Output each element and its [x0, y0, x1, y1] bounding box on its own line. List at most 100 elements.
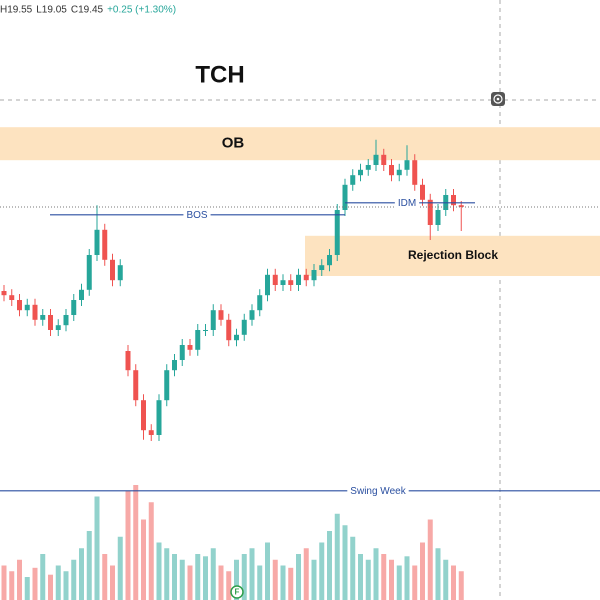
- candle-body: [412, 160, 418, 185]
- volume-bar: [172, 554, 177, 600]
- volume-bar: [117, 536, 123, 600]
- candle-body: [71, 300, 77, 315]
- volume-bar: [358, 554, 363, 600]
- candle-body: [102, 229, 108, 260]
- volume-bar: [241, 554, 247, 600]
- volume-bar: [427, 519, 433, 600]
- candle-body: [79, 289, 84, 300]
- volume-bar: [458, 571, 464, 600]
- volume-bar: [17, 559, 22, 600]
- candle-body: [1, 291, 7, 296]
- candle-body: [249, 310, 255, 320]
- volume-bar: [203, 556, 208, 600]
- candle-body: [458, 205, 464, 207]
- candle-body: [311, 270, 317, 281]
- volume-bar: [195, 554, 201, 600]
- volume-bar: [257, 565, 263, 600]
- volume-bar: [86, 531, 92, 600]
- volume-bar: [102, 554, 108, 600]
- volume-bar: [164, 548, 170, 600]
- volume-bar: [265, 542, 270, 600]
- volume-bar: [303, 548, 309, 600]
- volume-bar: [319, 542, 325, 600]
- level-label-bg: [394, 196, 420, 209]
- volume-bar: [296, 554, 301, 600]
- volume-bar: [373, 548, 379, 600]
- volume-bar: [249, 548, 255, 600]
- candle-body: [334, 210, 340, 255]
- candle-body: [373, 154, 379, 165]
- crosshair-button[interactable]: [491, 92, 505, 106]
- volume-bar: [412, 565, 418, 600]
- candle-body: [125, 351, 131, 371]
- level-label-bg: [183, 208, 211, 221]
- volume-bar: [311, 559, 317, 600]
- candle-body: [117, 265, 123, 281]
- volume-bar: [381, 554, 387, 600]
- candle-body: [40, 315, 46, 320]
- volume-bar: [9, 571, 15, 600]
- candle-body: [257, 295, 263, 311]
- volume-bar: [272, 559, 278, 600]
- level-label: BOS: [186, 210, 207, 221]
- volume-bar: [48, 574, 53, 600]
- volume-bar: [451, 565, 456, 600]
- zone-label: Rejection Block: [408, 248, 498, 262]
- volume-bar: [218, 565, 224, 600]
- candle-body: [210, 310, 216, 330]
- ohlc-header: H19.55: [0, 5, 33, 16]
- candle-body: [396, 169, 402, 176]
- volume-bar: [334, 513, 340, 600]
- candle-body: [63, 315, 69, 326]
- volume-bar: [280, 565, 286, 600]
- event-marker: F: [235, 588, 240, 597]
- candle-body: [94, 229, 100, 255]
- candle-body: [420, 184, 425, 200]
- level-label: IDM: [398, 198, 416, 209]
- candle-body: [272, 274, 278, 285]
- event-marker-icon[interactable]: [230, 585, 244, 599]
- candle-body: [133, 370, 139, 401]
- candle-body: [32, 304, 38, 320]
- volume-bar: [350, 536, 356, 600]
- volume-bar: [133, 485, 139, 600]
- volume-bar: [94, 496, 100, 600]
- volume-bar: [40, 554, 46, 600]
- candle-body: [358, 169, 363, 176]
- candle-body: [265, 274, 270, 296]
- volume-bar: [420, 542, 425, 600]
- candle-body: [327, 255, 332, 266]
- candle-body: [381, 154, 387, 165]
- volume-bar: [327, 531, 332, 600]
- candle-body: [86, 255, 92, 290]
- volume-bar: [365, 559, 371, 600]
- candle-body: [164, 370, 170, 401]
- volume-bar: [187, 565, 193, 600]
- candle-body: [303, 274, 309, 281]
- volume-bar: [63, 571, 69, 600]
- volume-bar: [24, 577, 30, 600]
- candle-body: [179, 345, 185, 360]
- candle-body: [55, 325, 61, 330]
- zone-label: OB: [222, 135, 245, 152]
- candle-body: [365, 165, 371, 170]
- volume-bar: [226, 571, 232, 600]
- level-label: Swing Week: [350, 486, 406, 497]
- candle-body: [24, 304, 30, 311]
- volume-bar: [288, 567, 294, 600]
- volume-bar: [148, 502, 154, 600]
- candle-body: [156, 400, 162, 435]
- volume-bar: [443, 559, 449, 600]
- candle-body: [296, 274, 301, 285]
- candle-body: [203, 330, 208, 331]
- candle-body: [427, 199, 433, 225]
- chart-title: TCH: [195, 61, 244, 88]
- volume-bar: [404, 556, 410, 600]
- volume-bar: [210, 548, 216, 600]
- candle-body: [218, 310, 224, 320]
- candle-body: [404, 160, 410, 170]
- volume-bar: [79, 548, 84, 600]
- candle-body: [350, 175, 356, 185]
- volume-bar: [342, 525, 348, 600]
- candle-body: [288, 280, 294, 285]
